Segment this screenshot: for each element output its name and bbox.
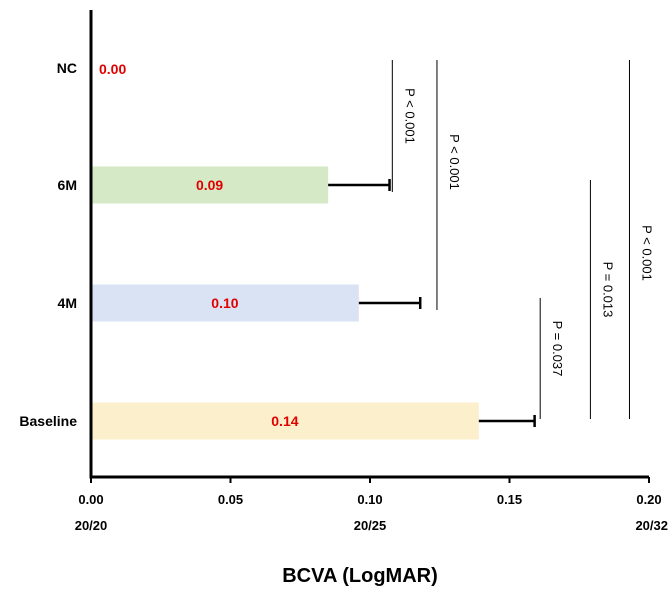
x-tick-label-5: 0.20 — [636, 492, 661, 507]
bar-6m — [91, 166, 329, 204]
value-label-4m: 0.10 — [211, 295, 238, 311]
value-label-baseline: 0.14 — [271, 413, 298, 429]
snellen-label-1: 20/20 — [75, 518, 108, 533]
snellen-label-2: 20/25 — [354, 518, 387, 533]
significance-group: P < 0.001 P < 0.001 P = 0.037 P = 0.013 P < … — [391, 60, 654, 419]
snellen-label-3: 20/32 — [635, 518, 668, 533]
bar-baseline — [91, 402, 479, 440]
category-label-baseline: Baseline — [19, 413, 77, 429]
p-value-label-4: P = 0.013 — [600, 262, 615, 318]
category-label-6m: 6M — [58, 177, 77, 193]
category-label-4m: 4M — [58, 295, 77, 311]
p-value-label-5: P < 0.001 — [639, 225, 654, 281]
error-bars-group — [328, 179, 536, 427]
bar-4m — [91, 284, 359, 322]
x-tick-label-2: 0.05 — [218, 492, 243, 507]
x-tick-label-4: 0.15 — [497, 492, 522, 507]
x-axis-title: BCVA (LogMAR) — [282, 565, 438, 587]
value-label-6m: 0.09 — [196, 177, 223, 193]
x-tick-label-1: 0.00 — [78, 492, 103, 507]
p-value-label-2: P < 0.001 — [447, 134, 462, 190]
axes-group — [89, 10, 650, 483]
value-label-nc: 0.00 — [99, 61, 126, 77]
category-label-nc: NC — [57, 60, 77, 76]
p-value-label-1: P < 0.001 — [402, 88, 417, 144]
x-tick-label-3: 0.10 — [357, 492, 382, 507]
labels-group: 0.14 Baseline 0.10 4M 0.09 6M 0.00 NC 0.00 0.05 0.… — [19, 60, 668, 533]
bars-group — [91, 166, 479, 440]
p-value-label-3: P = 0.037 — [550, 321, 565, 377]
